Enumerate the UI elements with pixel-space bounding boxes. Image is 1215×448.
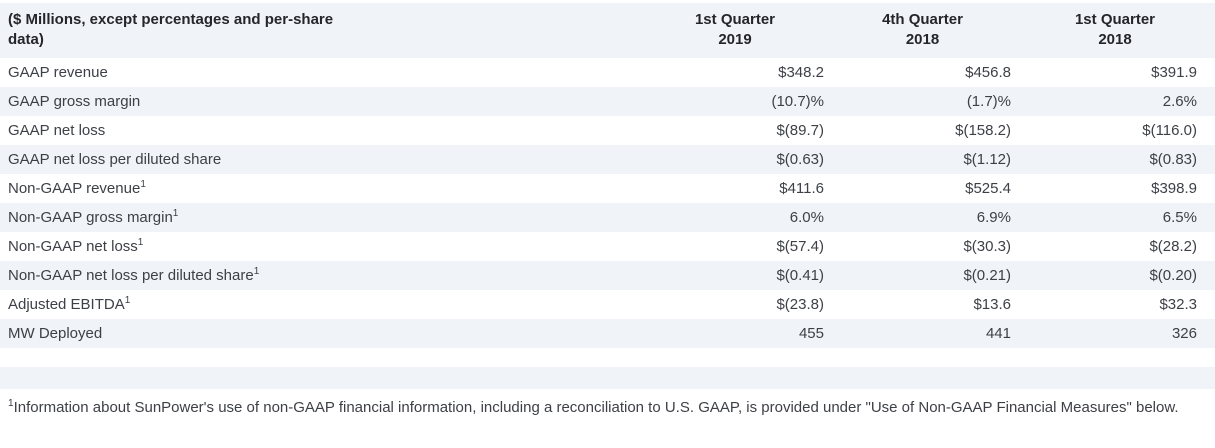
metric-value: $13.6 [973,296,1011,313]
row-label: MW Deployed [8,325,103,342]
row-label: GAAP net loss [8,122,106,139]
empty-row-band [0,367,1215,389]
footnote-marker: 1 [172,208,179,219]
row-label: GAAP gross margin [8,93,141,110]
metric-value: $(23.8) [776,296,824,313]
metric-value: $391.9 [1151,64,1197,81]
row-label: GAAP net loss per diluted share [8,151,222,168]
footnote-marker: 1 [140,179,146,190]
column-header-q4-2018: 4th Quarter 2018 [830,3,1015,58]
metric-value: $(89.7) [776,122,824,139]
footnote-marker: 1 [137,237,144,248]
metric-value: 6.5% [1162,209,1197,226]
table-row: MW Deployed 455 441 326 [0,319,1215,348]
metric-value: $(0.41) [776,267,824,284]
row-label: Adjusted EBITDA1 [8,295,131,314]
metric-value: $(57.4) [776,238,824,255]
metric-value: (10.7)% [771,93,824,110]
units-label-text: ($ Millions, except percentages and per-… [8,11,334,48]
footnote-text: Information about SunPower's use of non-… [13,399,1179,416]
row-label: Non-GAAP revenue1 [8,179,146,198]
table-header-row: ($ Millions, except percentages and per-… [0,3,1215,58]
metric-value: $411.6 [779,180,824,197]
metric-value: 2.6% [1162,93,1197,110]
table-row: Non-GAAP net loss per diluted share1 $(0… [0,261,1215,290]
metric-value: $(0.21) [963,267,1011,284]
metric-value: $(30.3) [963,238,1011,255]
metric-value: $(0.63) [776,151,824,168]
metric-value: $(1.12) [963,151,1011,168]
footnote-marker: 1 [253,266,260,277]
metric-value: $398.9 [1151,180,1197,197]
metric-value: $348.2 [778,64,824,81]
financial-summary-table: ($ Millions, except percentages and per-… [0,3,1215,348]
metric-value: (1.7)% [966,93,1011,110]
table-row: GAAP net loss $(89.7) $(158.2) $(116.0) [0,116,1215,145]
metric-value: 6.0% [789,209,824,226]
column-header-q1-2019: 1st Quarter 2019 [640,3,830,58]
table-row: GAAP net loss per diluted share $(0.63) … [0,145,1215,174]
table-row: Non-GAAP net loss1 $(57.4) $(30.3) $(28.… [0,232,1215,261]
table-row: GAAP revenue $348.2 $456.8 $391.9 [0,58,1215,87]
table-header-units-label: ($ Millions, except percentages and per-… [0,3,640,58]
footnote-marker: 1 [8,398,14,409]
row-label: Non-GAAP net loss per diluted share1 [8,266,260,285]
metric-value: 441 [985,325,1011,342]
metric-value: $525.4 [965,180,1011,197]
metric-value: $(0.83) [1149,151,1197,168]
row-label: Non-GAAP gross margin1 [8,208,179,227]
table-row: GAAP gross margin (10.7)% (1.7)% 2.6% [0,87,1215,116]
metric-value: $456.8 [965,64,1011,81]
metric-value: 6.9% [976,209,1011,226]
metric-value: $(158.2) [955,122,1011,139]
metric-value: $(0.20) [1149,267,1197,284]
column-header-q1-2018: 1st Quarter 2018 [1015,3,1215,58]
row-label: Non-GAAP net loss1 [8,237,144,256]
table-row: Non-GAAP revenue1 $411.6 $525.4 $398.9 [0,174,1215,203]
row-label: GAAP revenue [8,64,108,81]
table-row: Adjusted EBITDA1 $(23.8) $13.6 $32.3 [0,290,1215,319]
table-row: Non-GAAP gross margin1 6.0% 6.9% 6.5% [0,203,1215,232]
metric-value: $32.3 [1159,296,1197,313]
metric-value: $(28.2) [1149,238,1197,255]
footnote-marker: 1 [124,295,131,306]
metric-value: 455 [798,325,824,342]
footnote: 1Information about SunPower's use of non… [0,397,1215,419]
metric-value: $(116.0) [1142,122,1197,139]
metric-value: 326 [1171,325,1197,342]
